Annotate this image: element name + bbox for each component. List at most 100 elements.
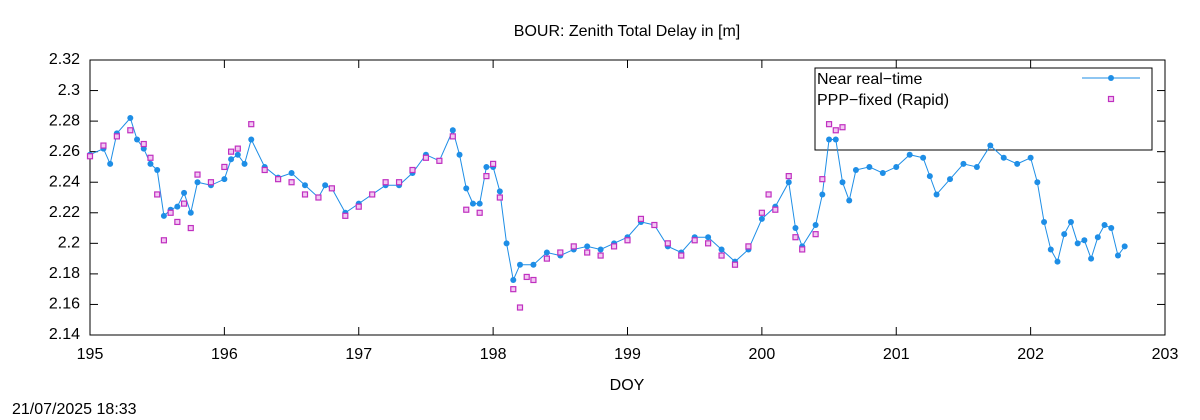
data-point bbox=[1121, 243, 1128, 250]
data-point bbox=[846, 197, 853, 204]
data-point bbox=[463, 185, 470, 192]
data-point bbox=[194, 171, 201, 178]
data-point bbox=[745, 243, 752, 250]
data-point bbox=[342, 212, 349, 219]
data-point bbox=[543, 249, 550, 256]
data-point bbox=[785, 173, 792, 180]
legend-label: Near real−time bbox=[817, 71, 922, 88]
data-point bbox=[275, 176, 282, 183]
legend-marker bbox=[1108, 75, 1114, 81]
data-point bbox=[234, 151, 241, 158]
y-tick-label: 2.3 bbox=[58, 82, 80, 99]
data-point bbox=[557, 249, 564, 256]
data-point bbox=[221, 176, 228, 183]
data-point bbox=[234, 145, 241, 152]
data-point bbox=[181, 189, 188, 196]
data-point bbox=[758, 209, 765, 216]
data-point bbox=[597, 246, 604, 253]
data-point bbox=[799, 246, 806, 253]
data-point bbox=[322, 182, 329, 189]
data-point bbox=[369, 191, 376, 198]
data-point bbox=[160, 237, 168, 244]
data-point bbox=[154, 191, 161, 198]
data-point bbox=[315, 194, 322, 201]
x-tick-label: 198 bbox=[480, 346, 507, 363]
data-point bbox=[584, 243, 591, 250]
data-point bbox=[1108, 225, 1115, 232]
data-point bbox=[382, 179, 389, 186]
chart-title: BOUR: Zenith Total Delay in [m] bbox=[514, 23, 740, 40]
legend-box bbox=[814, 67, 1153, 151]
x-tick-label: 201 bbox=[883, 346, 910, 363]
data-point bbox=[483, 173, 490, 180]
data-point bbox=[301, 191, 309, 198]
data-point bbox=[1074, 240, 1081, 247]
data-point bbox=[718, 252, 725, 259]
data-point bbox=[1067, 218, 1074, 225]
data-point bbox=[483, 163, 490, 170]
data-point bbox=[174, 218, 181, 226]
data-point bbox=[288, 179, 295, 186]
data-point bbox=[1081, 237, 1088, 244]
x-tick-label: 195 bbox=[77, 346, 104, 363]
data-point bbox=[651, 221, 658, 229]
data-point bbox=[839, 179, 846, 186]
data-point bbox=[530, 276, 537, 284]
data-point bbox=[637, 215, 645, 222]
data-point bbox=[261, 166, 268, 174]
data-point bbox=[530, 261, 537, 268]
x-axis-label: DOY bbox=[610, 377, 645, 394]
data-point bbox=[1000, 154, 1007, 161]
data-point bbox=[1027, 154, 1034, 161]
data-point bbox=[194, 179, 201, 186]
data-point bbox=[328, 185, 335, 192]
data-point bbox=[610, 243, 618, 250]
data-point bbox=[543, 255, 550, 262]
data-point bbox=[113, 133, 120, 140]
y-tick-label: 2.14 bbox=[49, 326, 80, 343]
data-point bbox=[866, 163, 873, 170]
data-point bbox=[207, 179, 215, 186]
data-point bbox=[624, 237, 631, 244]
y-tick-label: 2.26 bbox=[49, 143, 80, 160]
data-point bbox=[127, 115, 134, 122]
data-point bbox=[765, 191, 772, 198]
data-point bbox=[920, 154, 927, 161]
data-point bbox=[664, 240, 671, 247]
data-point bbox=[926, 173, 933, 180]
data-point bbox=[1054, 258, 1061, 265]
data-point bbox=[476, 200, 483, 207]
data-point bbox=[187, 224, 194, 232]
y-tick-label: 2.18 bbox=[49, 265, 80, 282]
x-tick-label: 203 bbox=[1152, 346, 1179, 363]
data-point bbox=[160, 212, 167, 219]
data-point bbox=[107, 160, 114, 167]
data-point bbox=[456, 151, 463, 158]
data-point bbox=[825, 121, 833, 128]
data-point bbox=[705, 240, 712, 247]
data-point bbox=[933, 191, 940, 198]
data-point bbox=[288, 170, 295, 177]
data-point bbox=[147, 160, 154, 167]
data-point bbox=[879, 170, 886, 177]
data-point bbox=[906, 151, 913, 158]
data-point bbox=[1101, 222, 1108, 228]
legend-label: PPP−fixed (Rapid) bbox=[817, 92, 949, 109]
data-point bbox=[1047, 246, 1054, 253]
data-point bbox=[174, 203, 181, 210]
data-point bbox=[826, 136, 833, 143]
data-point bbox=[731, 261, 739, 268]
data-point bbox=[248, 121, 255, 128]
x-tick-label: 200 bbox=[749, 346, 776, 363]
data-point bbox=[893, 163, 900, 170]
data-point bbox=[221, 163, 228, 171]
data-point bbox=[1014, 160, 1021, 167]
data-point bbox=[302, 182, 308, 189]
data-point bbox=[1088, 255, 1095, 262]
data-point bbox=[355, 203, 362, 210]
y-tick-label: 2.16 bbox=[49, 296, 80, 313]
data-point bbox=[147, 154, 154, 161]
y-tick-label: 2.2 bbox=[58, 235, 80, 252]
data-point bbox=[819, 191, 826, 198]
